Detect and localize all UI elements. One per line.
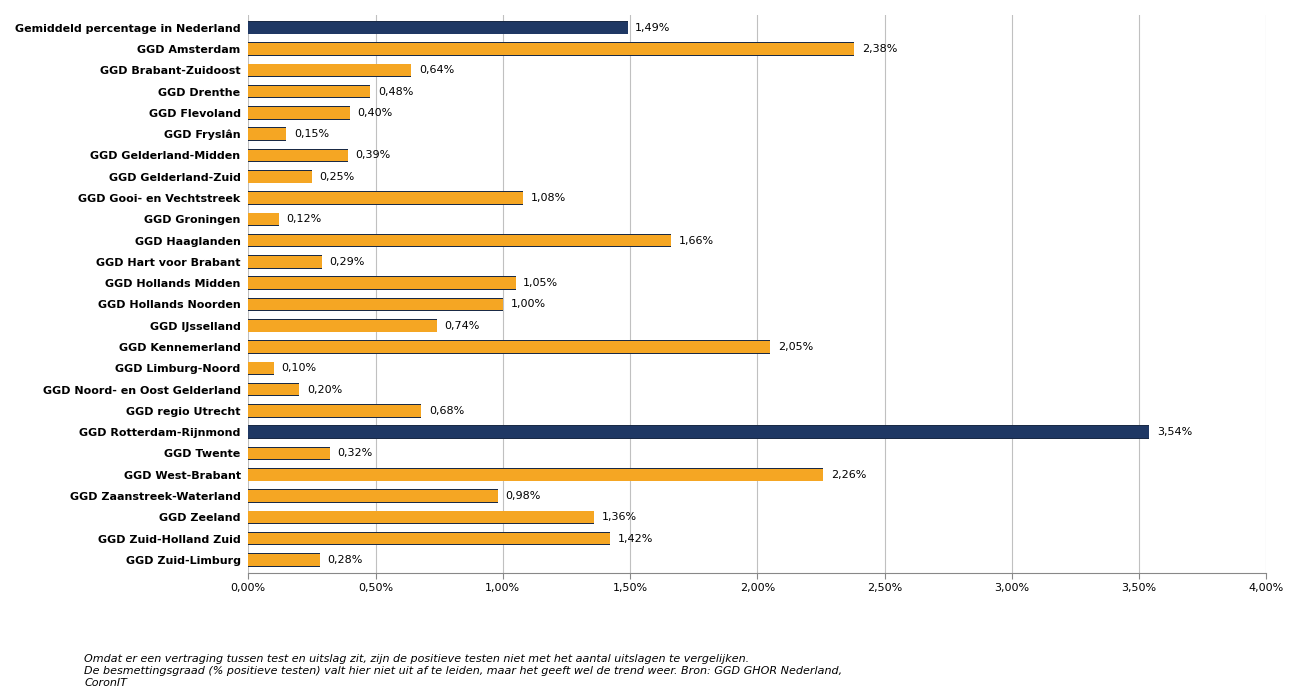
Bar [248,426,1150,439]
Bar [248,86,370,97]
Text: 1,42%: 1,42% [617,533,652,544]
Text: 0,68%: 0,68% [429,406,464,416]
Bar [248,490,498,502]
Bar [248,107,349,119]
Bar [248,256,322,267]
Bar [248,214,279,225]
Bar [248,319,436,332]
Bar [248,22,627,34]
Bar [248,489,498,503]
Bar [248,128,287,141]
Bar [248,553,320,567]
Text: 0,64%: 0,64% [418,66,455,75]
Bar [248,320,436,332]
Text: 2,05%: 2,05% [778,342,813,352]
Bar [248,191,523,205]
Text: 0,25%: 0,25% [320,172,355,182]
Bar [248,405,421,417]
Bar [248,44,853,55]
Bar [248,277,516,289]
Text: 1,36%: 1,36% [601,512,638,522]
Bar [248,42,853,56]
Text: 1,00%: 1,00% [511,299,546,310]
Bar [248,150,348,161]
Text: 0,12%: 0,12% [287,214,322,225]
Bar [248,511,595,524]
Bar [248,64,412,76]
Bar [248,106,349,120]
Bar [248,404,421,417]
Bar [248,469,824,481]
Text: 1,08%: 1,08% [531,193,566,203]
Bar [248,426,1150,438]
Text: 1,49%: 1,49% [635,23,670,32]
Bar [248,192,523,204]
Text: 0,32%: 0,32% [338,448,373,458]
Text: 1,66%: 1,66% [678,236,713,245]
Text: 1,05%: 1,05% [523,278,559,288]
Bar [248,213,279,226]
Bar [248,276,516,290]
Bar [248,383,299,397]
Bar [248,149,348,162]
Text: 0,98%: 0,98% [505,491,540,501]
Bar [248,21,627,35]
Text: 0,39%: 0,39% [355,151,391,160]
Bar [248,298,503,311]
Text: 0,48%: 0,48% [378,86,413,97]
Bar [248,341,770,353]
Text: 0,15%: 0,15% [294,129,329,139]
Bar [248,341,770,354]
Bar [248,129,287,140]
Bar [248,532,609,545]
Bar [248,170,312,184]
Text: 3,54%: 3,54% [1157,427,1192,437]
Bar [248,64,412,77]
Bar [248,361,274,375]
Text: 2,26%: 2,26% [831,470,866,480]
Bar [248,234,670,247]
Bar [248,447,330,460]
Text: 2,38%: 2,38% [861,44,898,54]
Text: Omdat er een vertraging tussen test en uitslag zit, zijn de positieve testen nie: Omdat er een vertraging tussen test en u… [84,654,843,688]
Bar [248,85,370,98]
Bar [248,235,670,247]
Text: 0,28%: 0,28% [327,555,362,565]
Bar [248,448,330,460]
Bar [248,255,322,269]
Text: 0,20%: 0,20% [307,385,342,395]
Text: 0,40%: 0,40% [357,108,394,118]
Bar [248,554,320,566]
Text: 0,29%: 0,29% [330,257,365,267]
Bar [248,511,595,523]
Text: 0,74%: 0,74% [444,321,479,331]
Bar [248,171,312,182]
Bar [248,533,609,545]
Bar [248,468,824,482]
Text: 0,10%: 0,10% [282,363,317,373]
Bar [248,363,274,375]
Bar [248,384,299,395]
Bar [248,299,503,310]
